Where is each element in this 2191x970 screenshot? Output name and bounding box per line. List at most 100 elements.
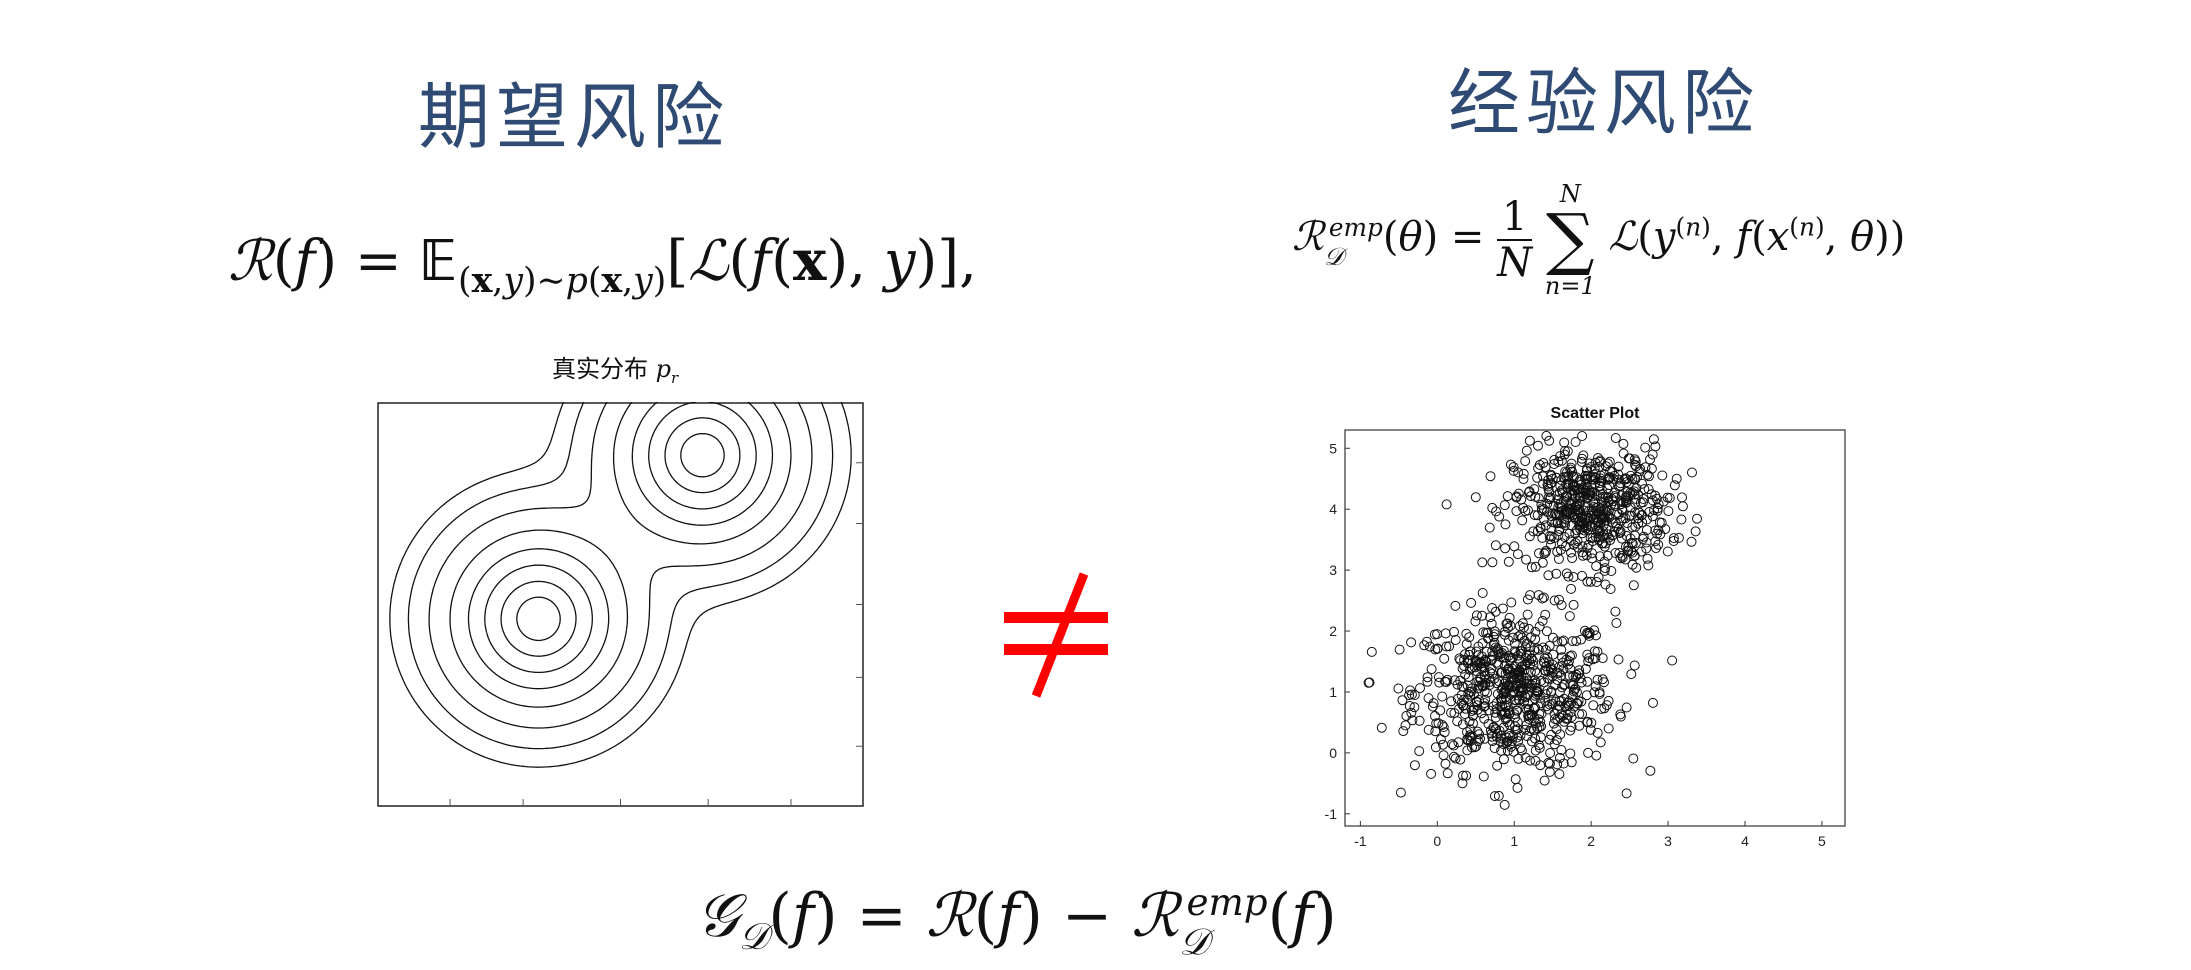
scatter-point — [1514, 666, 1525, 677]
contour-caption: 真实分布 pr — [552, 349, 678, 387]
scatter-point — [1467, 706, 1477, 716]
scatter-point — [1599, 565, 1610, 576]
scatter-point — [1502, 623, 1513, 633]
scatter-point — [1589, 687, 1600, 698]
scatter-point — [1628, 753, 1639, 764]
scatter-point — [1552, 675, 1563, 685]
scatter-point — [1366, 646, 1377, 657]
scatter-point — [1638, 494, 1649, 504]
scatter-point — [1480, 694, 1491, 705]
scatter-point — [1560, 541, 1571, 552]
scatter-point — [1538, 471, 1549, 482]
scatter-point — [1533, 493, 1544, 504]
scatter-point — [1610, 433, 1621, 443]
scatter-point — [1564, 611, 1575, 622]
scatter-point — [1623, 541, 1634, 552]
scatter-point — [1663, 506, 1674, 517]
scatter-point — [1561, 568, 1572, 579]
scatter-point — [1485, 612, 1496, 623]
scatter-point — [1642, 469, 1653, 480]
scatter-point — [1541, 545, 1551, 556]
scatter-point — [1583, 656, 1594, 667]
scatter-point — [1487, 502, 1498, 513]
scatter-point — [1653, 539, 1664, 550]
scatter-point — [1554, 668, 1565, 678]
scatter-point — [1452, 679, 1463, 690]
scatter-point — [1555, 498, 1566, 509]
scatter-point — [1541, 626, 1552, 637]
scatter-point — [1568, 481, 1578, 492]
scatter-point — [1645, 454, 1655, 465]
scatter-point — [1446, 707, 1457, 718]
scatter-point — [1599, 677, 1609, 688]
scatter-point — [1526, 562, 1537, 573]
scatter-point — [1464, 687, 1475, 697]
scatter-point — [1566, 721, 1577, 732]
scatter-point — [1471, 610, 1482, 621]
scatter-point — [1496, 684, 1507, 695]
scatter-point — [1423, 693, 1434, 704]
scatter-point — [1510, 725, 1521, 736]
scatter-point — [1563, 471, 1574, 482]
scatter-point — [1540, 695, 1551, 706]
scatter-point — [1464, 632, 1475, 643]
scatter-point — [1613, 461, 1624, 472]
scatter-point — [1525, 642, 1536, 653]
scatter-point — [1441, 499, 1452, 510]
scatter-point — [1536, 499, 1547, 510]
scatter-point — [1503, 664, 1513, 675]
scatter-point — [1468, 718, 1478, 729]
scatter-point — [1585, 724, 1596, 735]
scatter-point — [1478, 771, 1489, 782]
scatter-point — [1509, 541, 1520, 552]
scatter-point — [1464, 664, 1475, 675]
scatter-point — [1458, 770, 1468, 781]
scatter-point — [1519, 691, 1530, 702]
scatter-point — [1642, 553, 1653, 564]
scatter-point — [1498, 645, 1509, 656]
contour-line — [389, 401, 852, 768]
scatter-point — [1557, 538, 1567, 549]
scatter-point — [1533, 440, 1543, 451]
scatter-point — [1538, 478, 1549, 489]
scatter-point — [1668, 533, 1679, 544]
expected-risk-formula: ℛ(f) = 𝔼(x,y)∼p(x,y)[ℒ(f(x), y)], — [228, 228, 977, 302]
scatter-point — [1478, 627, 1489, 638]
scatter-point — [1634, 507, 1645, 518]
scatter-point — [1423, 724, 1434, 735]
scatter-point — [1462, 658, 1473, 669]
scatter-point — [1577, 550, 1588, 561]
scatter-point — [1518, 474, 1529, 485]
scatter-point — [1558, 472, 1569, 483]
scatter-point — [1671, 473, 1682, 484]
scatter-point — [1534, 548, 1544, 559]
scatter-point — [1505, 459, 1516, 470]
scatter-point — [1529, 510, 1540, 521]
x-tick-label: 0 — [1433, 833, 1441, 849]
scatter-point — [1524, 486, 1535, 497]
scatter-point — [1627, 522, 1638, 533]
scatter-point — [1557, 636, 1568, 647]
scatter-point — [1542, 673, 1553, 684]
scatter-point — [1551, 724, 1562, 735]
scatter-point — [1512, 732, 1523, 743]
scatter-point — [1584, 630, 1595, 641]
scatter-point — [1554, 769, 1565, 780]
scatter-point — [1473, 736, 1484, 747]
y-tick-label: 5 — [1329, 440, 1337, 456]
scatter-point — [1577, 570, 1587, 581]
scatter-point — [1525, 491, 1536, 502]
scatter-point — [1541, 430, 1552, 441]
scatter-point — [1595, 737, 1606, 748]
scatter-point — [1574, 720, 1585, 731]
scatter-point — [1490, 712, 1501, 723]
scatter-point — [1611, 618, 1622, 628]
scatter-point — [1472, 726, 1483, 737]
scatter-point — [1581, 465, 1592, 476]
scatter-point — [1414, 715, 1425, 726]
scatter-point — [1496, 707, 1507, 718]
scatter-point — [1644, 471, 1654, 482]
scatter-point — [1437, 720, 1448, 730]
scatter-point — [1565, 748, 1576, 759]
scatter-point — [1574, 499, 1585, 509]
